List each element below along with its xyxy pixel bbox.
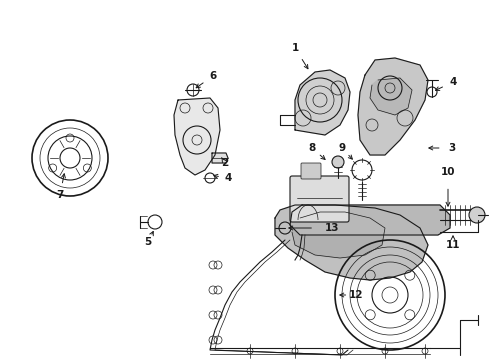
FancyBboxPatch shape bbox=[301, 163, 321, 179]
Polygon shape bbox=[174, 98, 220, 175]
Text: 4: 4 bbox=[224, 173, 232, 183]
Text: 10: 10 bbox=[441, 167, 455, 177]
Polygon shape bbox=[292, 212, 385, 258]
Polygon shape bbox=[370, 78, 412, 115]
Text: 8: 8 bbox=[308, 143, 316, 153]
Text: 1: 1 bbox=[292, 43, 298, 53]
Polygon shape bbox=[290, 205, 450, 235]
Text: 5: 5 bbox=[145, 237, 151, 247]
Text: 12: 12 bbox=[349, 290, 363, 300]
Text: 7: 7 bbox=[56, 190, 64, 200]
Polygon shape bbox=[275, 205, 428, 280]
Text: 11: 11 bbox=[446, 240, 460, 250]
Circle shape bbox=[332, 156, 344, 168]
Text: 3: 3 bbox=[448, 143, 456, 153]
Text: 13: 13 bbox=[325, 223, 339, 233]
Polygon shape bbox=[358, 58, 428, 155]
Polygon shape bbox=[295, 70, 350, 135]
FancyBboxPatch shape bbox=[290, 176, 349, 222]
Text: 4: 4 bbox=[449, 77, 457, 87]
Polygon shape bbox=[212, 153, 228, 163]
Circle shape bbox=[469, 207, 485, 223]
Text: 2: 2 bbox=[221, 158, 229, 168]
Text: 9: 9 bbox=[339, 143, 345, 153]
Text: 6: 6 bbox=[209, 71, 217, 81]
